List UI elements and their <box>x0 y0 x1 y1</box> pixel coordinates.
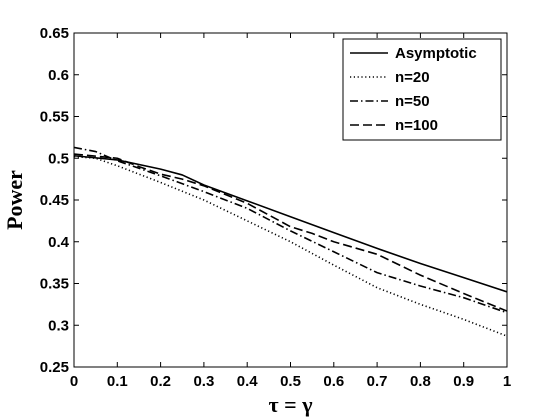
y-tick-label: 0.35 <box>40 276 69 293</box>
y-tick-label: 0.6 <box>48 67 69 84</box>
series-layer <box>74 146 507 337</box>
x-tick-label: 1 <box>503 373 511 390</box>
y-tick-label: 0.65 <box>40 25 69 42</box>
legend-label-n-100: n=100 <box>395 117 438 134</box>
x-tick-label: 0.8 <box>410 373 431 390</box>
series-line-n-100 <box>74 153 507 312</box>
x-tick-label: 0 <box>70 373 78 390</box>
x-tick-label: 0.2 <box>150 373 171 390</box>
x-tick-label: 0.3 <box>193 373 214 390</box>
legend-label-n-20: n=20 <box>395 69 430 86</box>
x-tick-label: 0.5 <box>280 373 301 390</box>
axes-layer: 0 0.1 0.2 0.3 0.4 0.5 0.6 0.7 0.8 0.9 1 0.25 0.3 0.35… <box>40 25 511 390</box>
x-tick-label: 0.4 <box>237 373 259 390</box>
y-tick-label: 0.5 <box>48 150 69 167</box>
x-axis-title: τ = γ <box>269 392 313 417</box>
y-tick-label: 0.3 <box>48 317 69 334</box>
y-axis-title: Power <box>2 170 27 230</box>
x-tick-label: 0.1 <box>107 373 128 390</box>
series-line-asymptotic <box>74 154 507 293</box>
y-tick-label: 0.4 <box>48 234 70 251</box>
legend-label-asymptotic: Asymptotic <box>395 45 477 62</box>
y-tick-label: 0.55 <box>40 109 69 126</box>
y-tick-label: 0.45 <box>40 192 69 209</box>
x-tick-label: 0.6 <box>323 373 344 390</box>
legend-box <box>342 38 502 141</box>
series-line-n-50 <box>74 146 507 314</box>
x-tick-label: 0.9 <box>453 373 474 390</box>
legend-label-n-50: n=50 <box>395 93 430 110</box>
legend: Asymptotic n=20 n=50 n=100 <box>342 38 502 141</box>
x-tick-label: 0.7 <box>367 373 388 390</box>
y-tick-label: 0.25 <box>40 359 69 376</box>
